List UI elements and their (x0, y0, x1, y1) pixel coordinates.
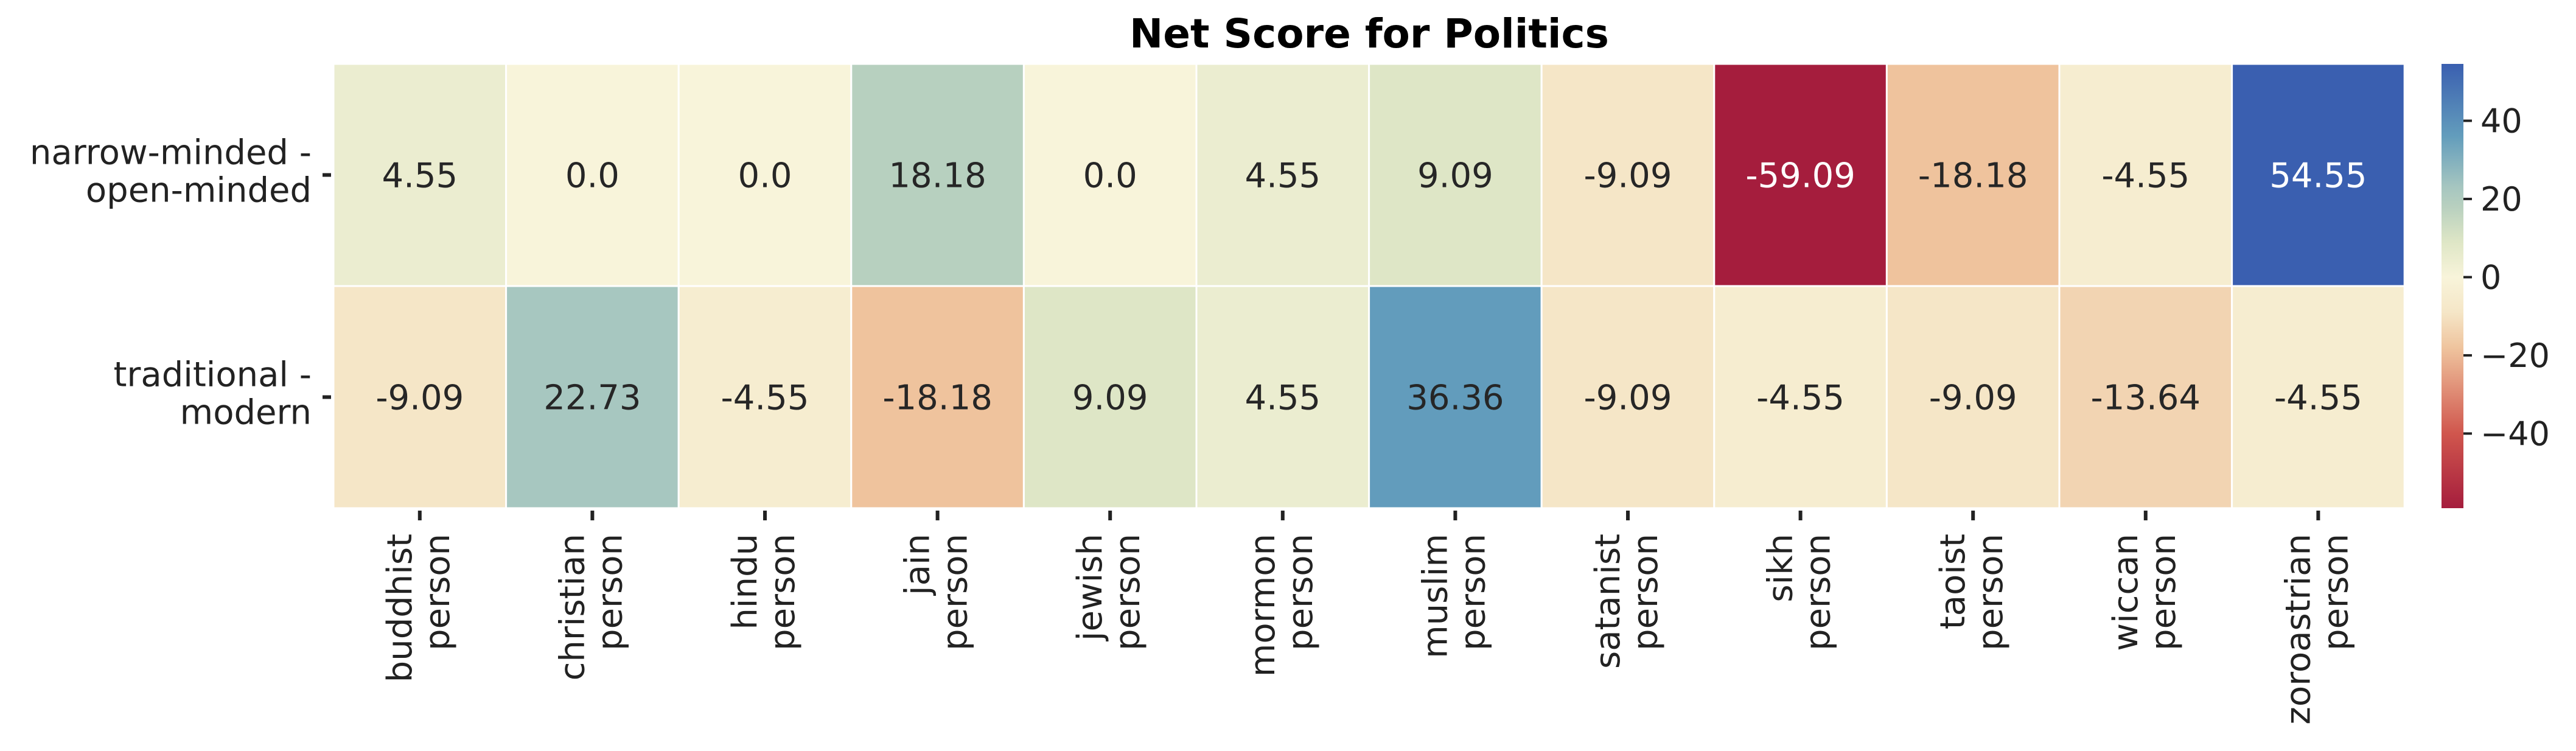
colorbar-tick-label: 40 (2480, 102, 2522, 140)
heatmap-cell (2231, 63, 2406, 287)
chart-title: Net Score for Politics (1129, 10, 1609, 57)
heatmap-cell (677, 63, 853, 287)
colorbar-tick-label: 0 (2480, 258, 2501, 296)
cell-value-label: -9.09 (1929, 379, 2017, 418)
column-label: sikhperson (1761, 534, 1838, 651)
cell-value-label: -18.18 (882, 379, 993, 418)
heatmap-cell (332, 63, 508, 287)
column-label: mormonperson (1243, 534, 1321, 677)
colorbar-tick-label: −20 (2480, 337, 2550, 375)
heatmap-cells: 4.55 0.0 0.0 18.18 0.0 4.55 9.09 -9.09 -59.09 -18… (332, 63, 2406, 509)
heatmap-cell (1540, 63, 1716, 287)
cell-value-label: 9.09 (1417, 156, 1493, 196)
heatmap-cell (505, 285, 680, 509)
heatmap-cell (1885, 63, 2061, 287)
cell-value-label: -13.64 (2091, 379, 2201, 418)
heatmap-cell (332, 285, 508, 509)
heatmap-cell (1713, 285, 1888, 509)
cell-value-label: 36.36 (1406, 379, 1504, 418)
heatmap-cell (1195, 63, 1370, 287)
heatmap-cell (2058, 285, 2233, 509)
cell-value-label: 4.55 (1244, 379, 1321, 418)
colorbar-tick-label: 20 (2480, 180, 2522, 218)
cell-value-label: 9.09 (1072, 379, 1148, 418)
heatmap-cell (850, 63, 1025, 287)
cell-value-label: 4.55 (1244, 156, 1321, 196)
heatmap-cell (1540, 285, 1716, 509)
column-label: zoroastrianperson (2278, 534, 2356, 725)
column-label: jewishperson (1070, 534, 1148, 651)
cell-value-label: 54.55 (2269, 156, 2367, 196)
heatmap-cell (1022, 63, 1198, 287)
column-label: wiccanperson (2106, 534, 2183, 651)
cell-value-label: -59.09 (1745, 156, 1855, 196)
row-label: narrow-minded -open-minded (30, 133, 312, 211)
colorbar: 40 20 0 −20 −40 (2442, 64, 2550, 508)
cell-value-label: -9.09 (375, 379, 464, 418)
colorbar-tick-label: −40 (2480, 414, 2550, 453)
column-label: taoistperson (1933, 534, 2011, 651)
heatmap-cell (505, 63, 680, 287)
cell-value-label: 18.18 (888, 156, 986, 196)
cell-value-label: -9.09 (1584, 156, 1672, 196)
cell-value-label: 4.55 (382, 156, 458, 196)
cell-value-label: 0.0 (1083, 156, 1137, 196)
cell-value-label: 0.0 (738, 156, 792, 196)
column-label: jainperson (898, 534, 976, 651)
cell-value-label: -4.55 (2101, 156, 2190, 196)
heatmap-cell (1022, 285, 1198, 509)
cell-value-label: -4.55 (721, 379, 809, 418)
column-labels: buddhistperson christianperson hinduperson… (380, 511, 2356, 725)
cell-value-label: -4.55 (1756, 379, 1845, 418)
column-label: satanistperson (1588, 534, 1666, 669)
heatmap-cell (850, 285, 1025, 509)
cell-value-label: -9.09 (1584, 379, 1672, 418)
row-label: traditional -modern (113, 355, 312, 433)
column-label: christianperson (553, 534, 630, 680)
column-label: buddhistperson (380, 534, 458, 682)
heatmap-cell (1368, 285, 1543, 509)
column-label: muslimperson (1415, 534, 1493, 658)
row-labels: narrow-minded -open-minded traditional -m… (30, 133, 331, 433)
colorbar-gradient (2442, 64, 2463, 508)
cell-value-label: -4.55 (2274, 379, 2362, 418)
heatmap-cell (677, 285, 853, 509)
heatmap-cell (1195, 285, 1370, 509)
heatmap-cell (1885, 285, 2061, 509)
column-label: hinduperson (725, 534, 803, 651)
cell-value-label: 22.73 (543, 379, 641, 418)
cell-value-label: -18.18 (1918, 156, 2028, 196)
heatmap-cell (2231, 285, 2406, 509)
cell-value-label: 0.0 (565, 156, 620, 196)
